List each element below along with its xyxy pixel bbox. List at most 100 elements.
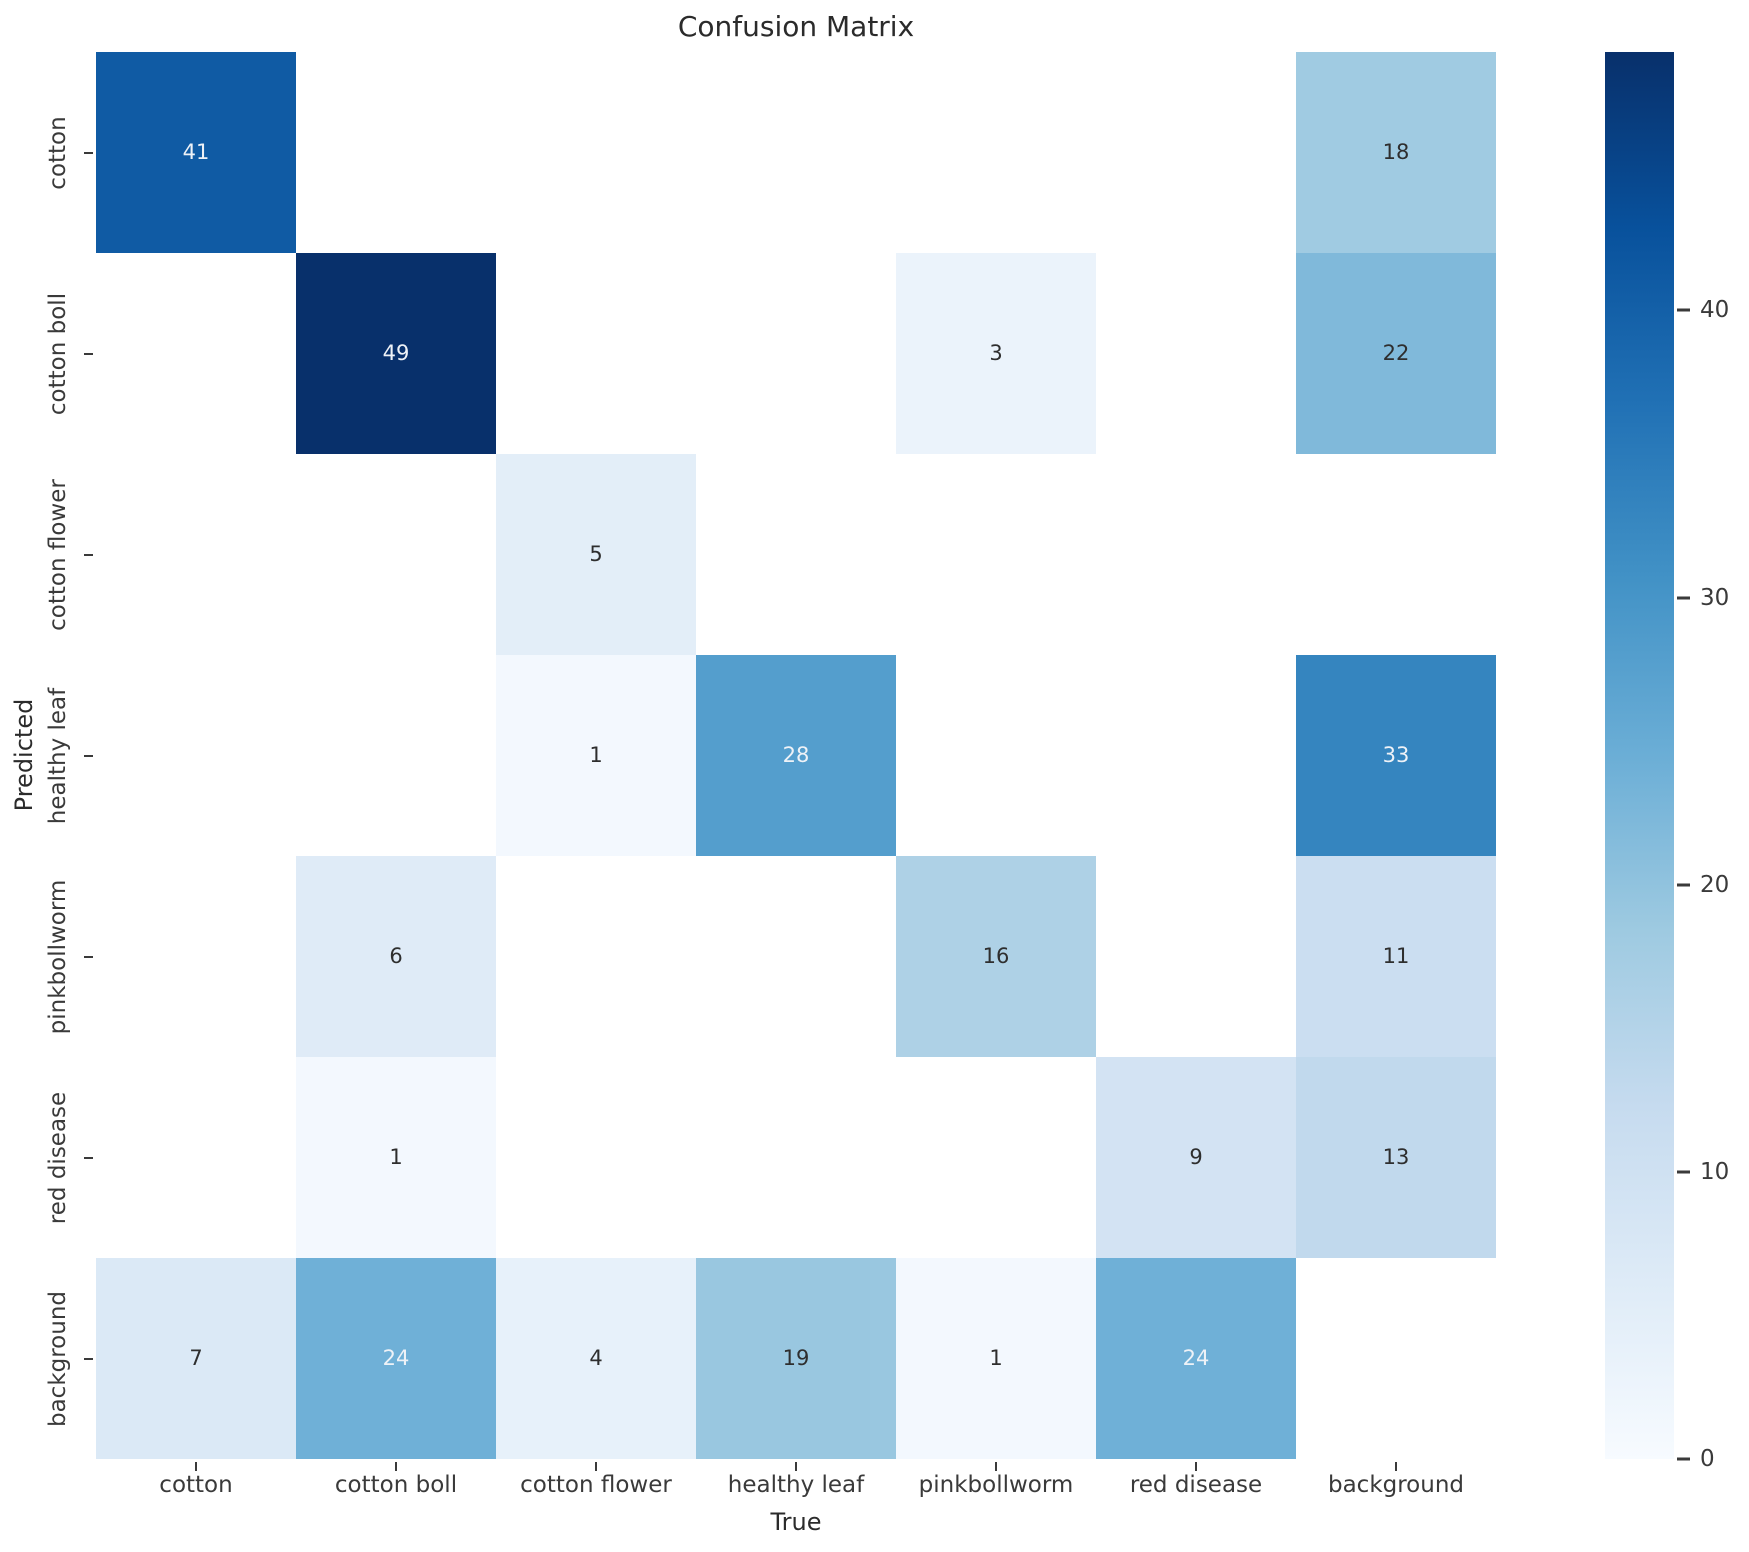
col-label-healthy-leaf: healthy leaf: [727, 1472, 865, 1498]
colorbar-tick-label: 30: [1700, 584, 1730, 611]
heatmap-cell: 13: [1296, 1057, 1496, 1258]
heatmap-cell: [696, 856, 896, 1057]
cell-value: 6: [389, 944, 403, 968]
row-label-cotton-flower: cotton flower: [45, 478, 71, 631]
colorbar-tick: [1677, 1170, 1690, 1174]
y-axis-title: Predicted: [10, 698, 38, 812]
heatmap-cell: [296, 52, 496, 253]
row-label-red-disease: red disease: [45, 1091, 71, 1224]
y-tick: [84, 553, 93, 556]
heatmap-cell: [96, 655, 296, 856]
colorbar-tick-label: 40: [1700, 297, 1730, 324]
y-tick: [84, 352, 93, 355]
cell-value: 7: [189, 1346, 203, 1370]
heatmap-cell: [296, 454, 496, 655]
cell-value: 28: [782, 743, 810, 767]
x-tick: [1395, 1462, 1397, 1471]
heatmap-cell: [896, 1057, 1096, 1258]
heatmap-cell: 19: [696, 1258, 896, 1459]
heatmap-cell: [896, 655, 1096, 856]
heatmap-cell: [1296, 1258, 1496, 1459]
heatmap-cell: 33: [1296, 655, 1496, 856]
y-tick: [84, 151, 93, 154]
row-label-background: background: [45, 1290, 71, 1427]
heatmap-cell: [696, 52, 896, 253]
heatmap-cell: 3: [896, 253, 1096, 454]
col-label-background: background: [1327, 1472, 1465, 1498]
colorbar-tick-label: 20: [1700, 871, 1730, 898]
colorbar-tick: [1677, 596, 1690, 600]
heatmap-cell: [1096, 856, 1296, 1057]
cell-value: 1: [389, 1145, 403, 1169]
colorbar-tick: [1677, 883, 1690, 887]
heatmap-cell: 7: [96, 1258, 296, 1459]
row-label-cotton-boll: cotton boll: [45, 292, 71, 415]
x-tick: [595, 1462, 597, 1471]
heatmap-cell: 9: [1096, 1057, 1296, 1258]
heatmap-grid: 41 18 49 3 22 5 1 28 33 6 16 11 1 9 13 7 24 4 19 1 24: [96, 52, 1496, 1459]
row-label-pinkbollworm: pinkbollworm: [45, 879, 71, 1034]
heatmap-cell: [696, 454, 896, 655]
cell-value: 9: [1189, 1145, 1203, 1169]
x-axis-title: True: [770, 1508, 822, 1536]
heatmap-cell: [896, 454, 1096, 655]
col-label-cotton: cotton: [159, 1472, 233, 1498]
cell-value: 1: [989, 1346, 1003, 1370]
heatmap-cell: [96, 253, 296, 454]
heatmap-cell: [1096, 253, 1296, 454]
chart-title: Confusion Matrix: [677, 10, 915, 43]
cell-value: 5: [589, 542, 603, 566]
heatmap-cell: [496, 856, 696, 1057]
colorbar: [1605, 52, 1674, 1459]
colorbar-tick-label: 10: [1700, 1158, 1730, 1185]
cell-value: 33: [1382, 743, 1410, 767]
row-label-healthy-leaf: healthy leaf: [45, 687, 71, 824]
heatmap-cell: [96, 1057, 296, 1258]
cell-value: 49: [382, 341, 410, 365]
heatmap-cell: [896, 52, 1096, 253]
colorbar-tick-label: 0: [1700, 1446, 1715, 1472]
heatmap-cell: [1096, 454, 1296, 655]
heatmap-cell: 18: [1296, 52, 1496, 253]
heatmap-cell: [496, 52, 696, 253]
cell-value: 4: [589, 1346, 603, 1370]
heatmap-cell: [96, 454, 296, 655]
heatmap-cell: 6: [296, 856, 496, 1057]
cell-value: 24: [382, 1346, 410, 1370]
x-tick: [395, 1462, 397, 1471]
heatmap-cell: 24: [1096, 1258, 1296, 1459]
heatmap-cell: [696, 1057, 896, 1258]
cell-value: 13: [1382, 1145, 1410, 1169]
heatmap-cell: 28: [696, 655, 896, 856]
cell-value: 16: [982, 944, 1010, 968]
x-tick: [1195, 1462, 1197, 1471]
heatmap-cell: [1096, 52, 1296, 253]
cell-value: 1: [589, 743, 603, 767]
col-label-red-disease: red disease: [1129, 1472, 1263, 1498]
cell-value: 11: [1382, 944, 1410, 968]
heatmap-cell: [1296, 454, 1496, 655]
col-label-pinkbollworm: pinkbollworm: [918, 1472, 1074, 1498]
cell-value: 3: [989, 341, 1003, 365]
heatmap-cell: 41: [96, 52, 296, 253]
heatmap-cell: 22: [1296, 253, 1496, 454]
row-label-cotton: cotton: [45, 115, 71, 190]
heatmap-cell: [296, 655, 496, 856]
heatmap-cell: [496, 1057, 696, 1258]
heatmap-cell: 5: [496, 454, 696, 655]
heatmap-cell: 1: [496, 655, 696, 856]
cell-value: 18: [1382, 140, 1410, 164]
x-tick: [795, 1462, 797, 1471]
col-label-cotton-flower: cotton flower: [520, 1472, 672, 1498]
heatmap-cell: 4: [496, 1258, 696, 1459]
heatmap-cell: [1096, 655, 1296, 856]
cell-value: 19: [782, 1346, 810, 1370]
cell-value: 41: [182, 140, 210, 164]
y-tick: [84, 955, 93, 958]
cell-value: 22: [1382, 341, 1410, 365]
col-label-cotton-boll: cotton boll: [334, 1472, 458, 1498]
y-tick: [84, 1156, 93, 1159]
colorbar-tick: [1677, 1457, 1690, 1461]
heatmap-cell: [696, 253, 896, 454]
